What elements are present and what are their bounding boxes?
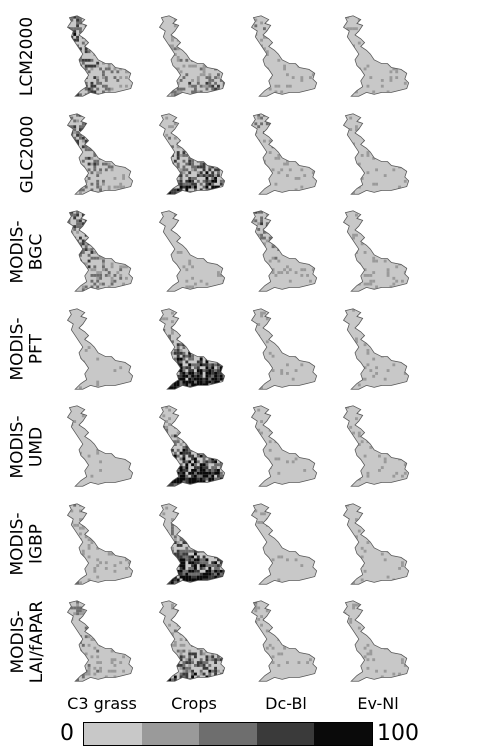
colorbar-cell [141, 723, 200, 745]
land-cover-map [250, 307, 318, 390]
colorbar-cell [256, 723, 315, 745]
land-cover-map [342, 405, 410, 487]
land-cover-map [66, 307, 134, 390]
land-cover-map [66, 112, 134, 195]
column-label-c3-grass: C3 grass [67, 694, 137, 713]
row-label: MODIS- BGC [8, 220, 48, 284]
column-label-ev-nl: Ev-Nl [357, 694, 399, 713]
land-cover-map [158, 307, 226, 390]
land-cover-map [66, 405, 134, 487]
land-cover-map [342, 210, 410, 292]
column-label-dc-bl: Dc-Bl [265, 694, 307, 713]
land-cover-map [250, 600, 318, 682]
land-cover-map [250, 15, 318, 97]
land-cover-map [250, 210, 318, 292]
land-cover-map [66, 210, 134, 292]
land-cover-map [158, 405, 226, 487]
land-cover-map [342, 307, 410, 390]
land-cover-map [342, 112, 410, 195]
colorbar-max-label: 100 [377, 721, 419, 746]
colorbar-cell [199, 723, 257, 745]
land-cover-map [250, 112, 318, 195]
column-label-crops: Crops [171, 694, 217, 713]
row-label: GLC2000 [17, 115, 38, 194]
land-cover-map [158, 502, 226, 585]
colorbar-min-label: 0 [60, 721, 74, 746]
land-cover-map [342, 502, 410, 585]
land-cover-map [250, 405, 318, 487]
colorbar [83, 722, 373, 746]
colorbar-cell [84, 723, 142, 745]
land-cover-map [66, 502, 134, 585]
colorbar-cell [314, 723, 372, 745]
land-cover-map [66, 15, 134, 97]
land-cover-map [158, 600, 226, 682]
land-cover-map [342, 15, 410, 97]
row-label: MODIS- UMD [8, 415, 48, 479]
land-cover-map [158, 15, 226, 97]
land-cover-map [66, 600, 134, 682]
land-cover-map [342, 600, 410, 682]
land-cover-map [158, 210, 226, 292]
row-label: LCM2000 [17, 17, 38, 97]
land-cover-map [158, 112, 226, 195]
row-label: MODIS- PFT [8, 317, 48, 381]
row-label: MODIS- LAI/fAPAR [8, 600, 48, 683]
row-label: MODIS- IGBP [8, 512, 48, 576]
land-cover-map [250, 502, 318, 585]
